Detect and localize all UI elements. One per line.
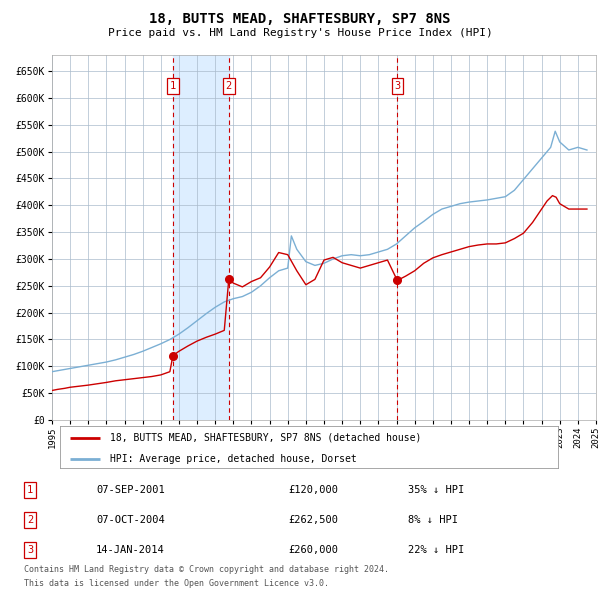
Text: This data is licensed under the Open Government Licence v3.0.: This data is licensed under the Open Gov… — [24, 579, 329, 588]
Text: 2: 2 — [27, 515, 33, 525]
Text: 2: 2 — [226, 81, 232, 91]
Text: £262,500: £262,500 — [288, 515, 338, 525]
Text: Price paid vs. HM Land Registry's House Price Index (HPI): Price paid vs. HM Land Registry's House … — [107, 28, 493, 38]
Text: 14-JAN-2014: 14-JAN-2014 — [96, 545, 165, 555]
Bar — [173, 55, 229, 420]
Text: £120,000: £120,000 — [288, 485, 338, 495]
Text: 18, BUTTS MEAD, SHAFTESBURY, SP7 8NS: 18, BUTTS MEAD, SHAFTESBURY, SP7 8NS — [149, 12, 451, 26]
Text: 8% ↓ HPI: 8% ↓ HPI — [408, 515, 458, 525]
Text: Contains HM Land Registry data © Crown copyright and database right 2024.: Contains HM Land Registry data © Crown c… — [24, 565, 389, 575]
Text: 3: 3 — [27, 545, 33, 555]
Text: 1: 1 — [27, 485, 33, 495]
Text: 35% ↓ HPI: 35% ↓ HPI — [408, 485, 464, 495]
Text: 18, BUTTS MEAD, SHAFTESBURY, SP7 8NS (detached house): 18, BUTTS MEAD, SHAFTESBURY, SP7 8NS (de… — [110, 432, 421, 442]
Text: HPI: Average price, detached house, Dorset: HPI: Average price, detached house, Dors… — [110, 454, 356, 464]
Text: 3: 3 — [394, 81, 400, 91]
Text: 07-OCT-2004: 07-OCT-2004 — [96, 515, 165, 525]
Text: 1: 1 — [170, 81, 176, 91]
Text: 07-SEP-2001: 07-SEP-2001 — [96, 485, 165, 495]
Text: 22% ↓ HPI: 22% ↓ HPI — [408, 545, 464, 555]
Text: £260,000: £260,000 — [288, 545, 338, 555]
